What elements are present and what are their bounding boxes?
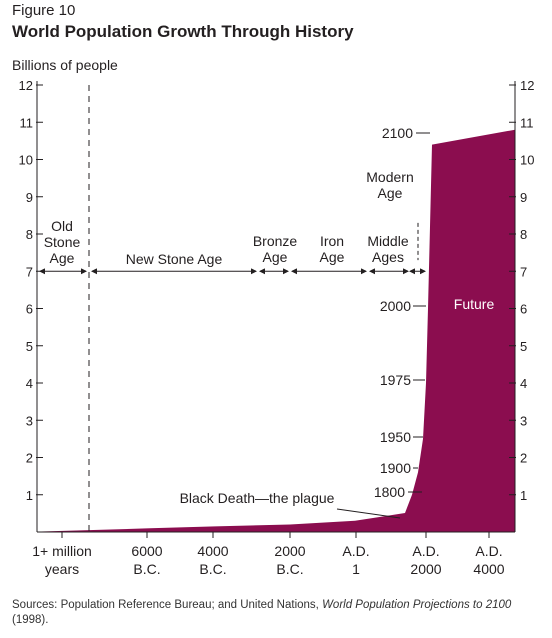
x-tick-label: B.C. — [199, 561, 226, 577]
y-tick-label-left: 10 — [19, 153, 33, 168]
y-tick-label-right: 2 — [520, 451, 527, 466]
era-label: Modern — [366, 169, 413, 185]
y-tick-label-right: 11 — [520, 115, 534, 130]
y-axis-label: Billions of people — [12, 57, 118, 73]
year-marker-label: 2100 — [382, 125, 413, 141]
y-tick-label-left: 5 — [26, 339, 33, 354]
y-tick-label-right: 6 — [520, 302, 527, 317]
y-tick-label-right: 9 — [520, 190, 527, 205]
year-marker-label: 1975 — [380, 372, 411, 388]
x-tick-label: B.C. — [276, 561, 303, 577]
year-marker-label: 1900 — [380, 460, 411, 476]
era-label: Old — [51, 218, 73, 234]
x-tick-label: 4000 — [197, 543, 228, 559]
y-tick-label-right: 7 — [520, 264, 527, 279]
x-tick-label: A.D. — [342, 543, 369, 559]
x-tick-label: years — [45, 561, 79, 577]
y-tick-label-right: 5 — [520, 339, 527, 354]
x-tick-label: 4000 — [473, 561, 504, 577]
source-note: Sources: Population Reference Bureau; an… — [12, 598, 542, 628]
era-label: Iron — [320, 233, 344, 249]
x-tick-label: 6000 — [131, 543, 162, 559]
y-tick-label-left: 1 — [26, 488, 33, 503]
era-label: Age — [50, 250, 75, 266]
year-marker-label: 1950 — [380, 429, 411, 445]
era-label: Stone — [44, 234, 81, 250]
year-marker-label: 1800 — [374, 484, 405, 500]
source-title: World Population Projections to 2100 — [322, 599, 512, 611]
y-tick-label-right: 12 — [520, 78, 534, 93]
x-tick-label: A.D. — [475, 543, 502, 559]
y-tick-label-left: 6 — [26, 302, 33, 317]
y-tick-label-right: 10 — [520, 153, 534, 168]
era-label: Age — [263, 249, 288, 265]
population-area — [37, 129, 515, 532]
y-tick-label-left: 3 — [26, 413, 33, 428]
figure-label: Figure 10 — [12, 2, 76, 19]
x-tick-label: B.C. — [133, 561, 160, 577]
y-tick-label-right: 3 — [520, 413, 527, 428]
x-tick-label: 2000 — [274, 543, 305, 559]
future-label: Future — [454, 296, 495, 312]
y-tick-label-left: 9 — [26, 190, 33, 205]
y-tick-label-left: 11 — [20, 115, 34, 130]
chart-title: World Population Growth Through History — [12, 22, 354, 41]
source-prefix: Sources: Population Reference Bureau; an… — [12, 599, 323, 611]
black-death-pointer — [336, 508, 401, 519]
x-tick-label: 2000 — [410, 561, 441, 577]
era-label: Middle — [367, 233, 408, 249]
era-label: Age — [320, 249, 345, 265]
x-tick-label: A.D. — [412, 543, 439, 559]
x-tick-label: 1 — [352, 561, 360, 577]
source-suffix: (1998). — [12, 614, 49, 626]
era-label: Age — [378, 185, 403, 201]
y-tick-label-right: 8 — [520, 227, 527, 242]
era-label: New Stone Age — [126, 251, 223, 267]
year-marker-label: 2000 — [380, 298, 411, 314]
y-tick-label-right: 1 — [520, 488, 527, 503]
x-tick-label: 1+ million — [32, 543, 92, 559]
y-tick-label-left: 12 — [19, 78, 33, 93]
y-tick-label-right: 4 — [520, 376, 527, 391]
era-label: Ages — [372, 249, 404, 265]
era-label-backing — [44, 218, 80, 268]
y-tick-label-left: 7 — [26, 264, 33, 279]
y-tick-label-left: 2 — [26, 451, 33, 466]
era-label: Bronze — [253, 233, 298, 249]
y-tick-label-left: 8 — [26, 227, 33, 242]
y-tick-label-left: 4 — [26, 376, 33, 391]
black-death-annotation: Black Death—the plague — [180, 490, 335, 506]
